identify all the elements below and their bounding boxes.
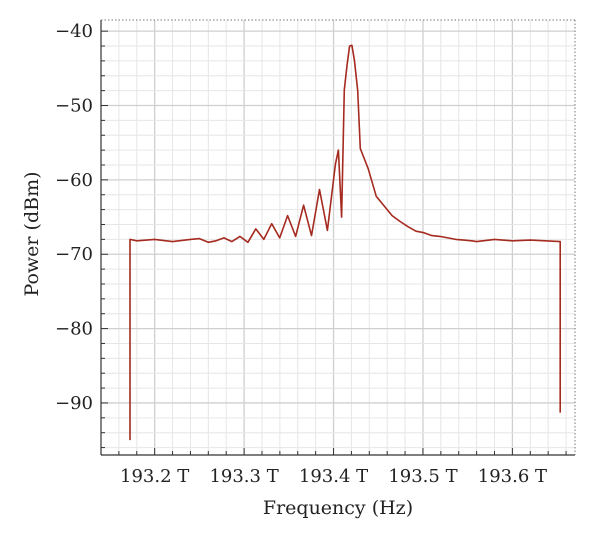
plot-frame (100, 19, 576, 456)
series-layer (129, 44, 562, 441)
y-tick-label: −80 (55, 319, 93, 340)
y-tick-label: −70 (55, 244, 93, 265)
x-axis-label: Frequency (Hz) (263, 497, 413, 519)
y-tick-label: −60 (55, 170, 93, 191)
tick-layer: −90 −80 −70 −60 −50 −40 193.2 T 193.3 T 193.4 T 1… (55, 21, 567, 487)
x-tick-label: 193.4 T (299, 466, 368, 487)
grid-layer (100, 20, 575, 455)
x-tick-label: 193.2 T (120, 466, 189, 487)
y-tick-label: −90 (55, 393, 93, 414)
x-tick-label: 193.5 T (388, 466, 457, 487)
y-tick-label: −50 (55, 96, 93, 117)
spectrum-line (129, 44, 562, 441)
x-tick-label: 193.3 T (209, 466, 278, 487)
y-tick-label: −40 (55, 21, 93, 42)
x-tick-label: 193.6 T (478, 466, 547, 487)
y-axis-label: Power (dBm) (21, 171, 43, 296)
